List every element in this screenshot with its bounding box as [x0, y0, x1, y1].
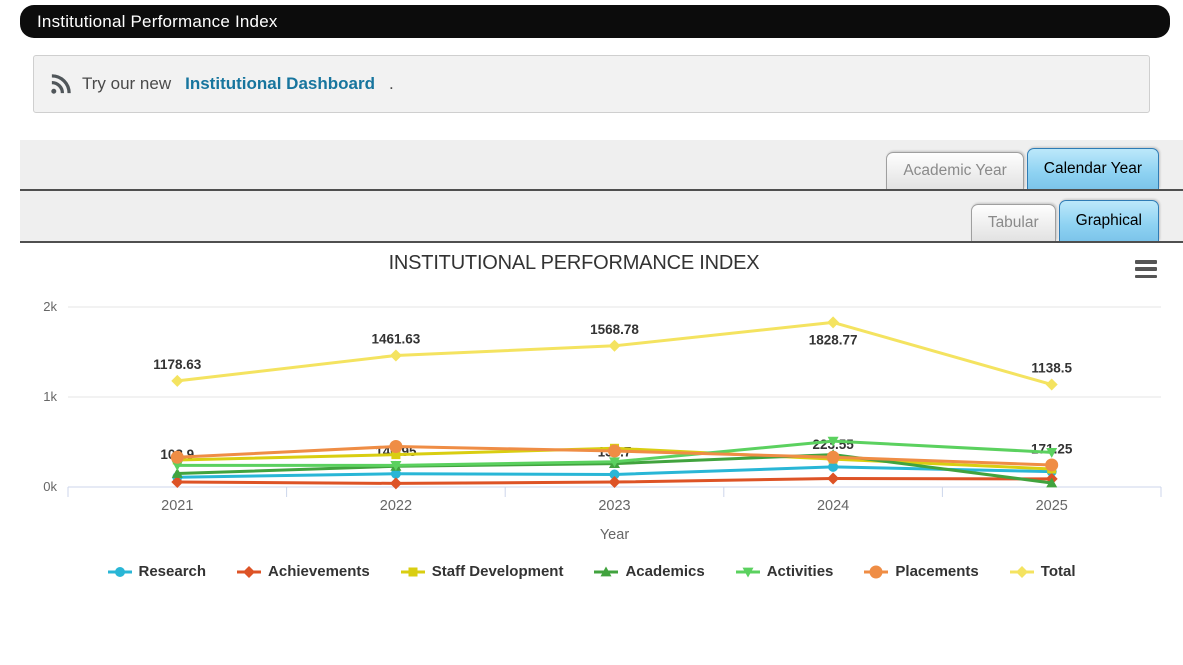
data-point-total[interactable] [827, 316, 840, 329]
data-point-placements[interactable] [170, 450, 184, 464]
data-point-total[interactable] [1015, 565, 1028, 578]
x-axis-label: 2022 [380, 498, 412, 514]
page-header: Institutional Performance Index [20, 5, 1170, 38]
data-point-activities[interactable] [171, 461, 183, 471]
hamburger-icon [1135, 260, 1157, 264]
data-point-academics[interactable] [1046, 477, 1058, 488]
tab-calendar-year[interactable]: Calendar Year [1026, 148, 1159, 189]
data-point-research[interactable] [114, 566, 125, 577]
data-point-staff-development[interactable] [391, 450, 401, 460]
data-point-achievements[interactable] [389, 477, 402, 490]
data-point-staff-development[interactable] [408, 567, 418, 576]
data-point-academics[interactable] [171, 468, 183, 478]
legend-item-staff-development[interactable]: Staff Development [400, 563, 564, 580]
view-tab-strip: Tabular Graphical [20, 191, 1183, 243]
legend-label: Activities [766, 563, 834, 580]
view-tabs: Tabular Graphical [970, 200, 1159, 241]
y-axis-label: 2k [43, 299, 57, 314]
x-axis-label: 2024 [817, 498, 849, 514]
data-point-activities[interactable] [742, 567, 754, 577]
feed-icon [51, 73, 71, 94]
data-label: 1461.63 [371, 331, 420, 346]
data-point-total[interactable] [171, 374, 184, 387]
legend-marker-icon [237, 565, 262, 578]
legend-item-total[interactable]: Total [1009, 563, 1076, 580]
data-label: 1138.5 [1031, 361, 1072, 376]
legend-marker-icon [594, 566, 619, 576]
y-axis-label: 1k [43, 389, 57, 404]
legend-marker-icon [107, 566, 132, 577]
period-tabs: Academic Year Calendar Year [886, 148, 1159, 189]
data-point-placements[interactable] [389, 440, 403, 453]
legend-item-research[interactable]: Research [107, 563, 207, 580]
performance-chart: INSTITUTIONAL PERFORMANCE INDEX 0k 1k 2k 20… [0, 243, 1183, 620]
data-point-achievements[interactable] [608, 476, 621, 489]
data-point-achievements[interactable] [243, 565, 256, 578]
institutional-dashboard-link[interactable]: Institutional Dashboard [185, 74, 375, 93]
x-axis-title: Year [600, 527, 629, 543]
chart-title: INSTITUTIONAL PERFORMANCE INDEX [388, 252, 760, 274]
legend-marker-icon [864, 565, 889, 578]
legend-item-activities[interactable]: Activities [735, 563, 834, 580]
x-axis-label: 2021 [161, 498, 193, 514]
chart-plot-area: 0k1k2k20212022202320242025Year108.9146.9… [43, 299, 1162, 543]
data-point-total[interactable] [389, 349, 402, 362]
data-point-placements[interactable] [826, 450, 840, 464]
legend-marker-icon [735, 567, 760, 577]
legend-label: Total [1040, 563, 1076, 580]
x-axis-label: 2025 [1036, 498, 1068, 514]
data-point-academics[interactable] [600, 566, 612, 576]
legend-label: Staff Development [431, 563, 564, 580]
data-point-research[interactable] [828, 461, 839, 472]
legend-label: Placements [895, 563, 979, 580]
chart-legend: Research Achievements Staff Development Aca… [0, 563, 1183, 580]
data-point-activities[interactable] [390, 461, 402, 471]
data-label: 1568.78 [590, 322, 639, 337]
tab-academic-year[interactable]: Academic Year [886, 152, 1024, 189]
tab-tabular[interactable]: Tabular [970, 204, 1056, 241]
data-point-achievements[interactable] [171, 476, 184, 489]
data-point-research[interactable] [609, 469, 620, 480]
legend-item-placements[interactable]: Placements [864, 563, 979, 580]
dashboard-notice: Try our new Institutional Dashboard . [33, 55, 1150, 113]
data-point-activities[interactable] [1046, 447, 1058, 458]
data-point-total[interactable] [608, 339, 621, 352]
legend-item-academics[interactable]: Academics [594, 563, 705, 580]
data-label: 1178.63 [153, 357, 202, 372]
page-title: Institutional Performance Index [37, 11, 278, 31]
series-activities [171, 436, 1058, 471]
x-axis-label: 2023 [598, 498, 630, 514]
notice-suffix: . [388, 74, 394, 93]
period-tab-strip: Academic Year Calendar Year [20, 140, 1183, 191]
series-placements [170, 440, 1059, 472]
legend-label: Achievements [268, 563, 370, 580]
tab-graphical[interactable]: Graphical [1058, 200, 1159, 241]
data-point-placements[interactable] [1045, 458, 1059, 472]
data-point-placements[interactable] [869, 565, 883, 578]
legend-label: Academics [625, 563, 705, 580]
data-point-activities[interactable] [609, 457, 620, 468]
legend-marker-icon [1009, 565, 1034, 578]
data-point-activities[interactable] [827, 436, 839, 447]
data-point-total[interactable] [1045, 378, 1058, 391]
data-point-achievements[interactable] [827, 472, 840, 485]
data-point-placements[interactable] [608, 444, 621, 458]
data-label: 1828.77 [809, 332, 858, 347]
y-axis-label: 0k [43, 479, 57, 494]
legend-item-achievements[interactable]: Achievements [237, 563, 370, 580]
legend-label: Research [138, 563, 207, 580]
legend-marker-icon [400, 567, 425, 576]
chart-menu-button[interactable] [1135, 260, 1157, 278]
data-point-research[interactable] [390, 468, 401, 479]
notice-text: Try our new [82, 74, 172, 93]
series-total: 1178.63 1461.63 1568.78 1828.77 1138.5 [152, 316, 1074, 391]
